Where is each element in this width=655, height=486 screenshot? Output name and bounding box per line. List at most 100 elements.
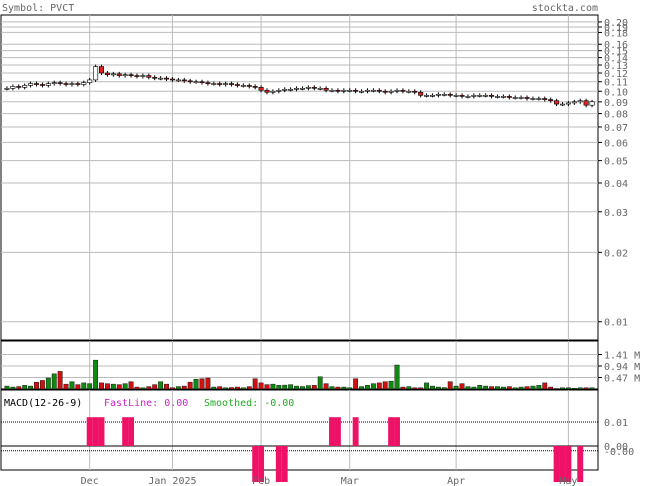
candle-body (28, 83, 34, 86)
candle-body (323, 88, 329, 91)
candle-body (39, 84, 45, 86)
candle-body (542, 98, 548, 100)
volume-bar (205, 377, 211, 390)
volume-bar (305, 385, 311, 390)
candle-body (16, 86, 22, 88)
candle-body (335, 89, 341, 92)
volume-bar (506, 386, 512, 390)
volume-bar (465, 386, 471, 390)
macd-hist-bar (86, 417, 93, 446)
candle-body (418, 91, 424, 96)
volume-bar (116, 384, 122, 390)
volume-bar (51, 373, 57, 390)
price-tick-label: 0.04 (604, 179, 628, 190)
volume-bar (128, 381, 134, 390)
volume-bar (199, 378, 205, 390)
price-tick-label: 0.15 (604, 47, 628, 58)
volume-bar (187, 381, 193, 390)
volume-bar (370, 383, 376, 390)
volume-bar (577, 387, 583, 390)
volume-bar (512, 387, 518, 390)
volume-bar (329, 386, 335, 390)
volume-bar (323, 383, 329, 390)
x-axis-label: Dec (81, 476, 99, 486)
volume-bar (430, 385, 435, 390)
candle-body (223, 83, 229, 85)
volume-bar (359, 386, 364, 390)
price-tick-label: 0.03 (604, 208, 628, 219)
macd-tick-label: 0.01 (604, 418, 628, 429)
price-tick-label: 0.18 (604, 28, 628, 39)
candle-body (406, 90, 412, 93)
candle-body (400, 89, 406, 92)
price-tick-label: 0.12 (604, 69, 628, 80)
volume-bar (335, 386, 341, 390)
macd-title: MACD(12-26-9) (4, 398, 82, 409)
candle-body (229, 83, 235, 85)
candle-body (554, 100, 560, 105)
candle-body (571, 101, 577, 104)
candle-body (317, 88, 323, 90)
volume-bar (63, 383, 69, 390)
macd-hist-bar (565, 446, 572, 482)
volume-bar (548, 386, 554, 390)
candle-body (583, 100, 589, 106)
macd-hist-bar (98, 417, 105, 446)
candle-body (441, 94, 447, 96)
volume-bar (418, 387, 424, 390)
candle-body (57, 82, 63, 84)
candle-body (33, 83, 40, 85)
candle-body (45, 83, 51, 86)
candle-body (152, 76, 158, 79)
candle-body (453, 95, 459, 97)
macd-axis-ticks: 0.01 0.00-0.00 (604, 418, 634, 458)
volume-bar (536, 385, 542, 390)
candle-body (175, 79, 181, 82)
volume-bar (28, 385, 34, 390)
candle-body (181, 79, 187, 82)
candle-body (270, 90, 276, 93)
candle-body (347, 89, 353, 92)
candle-body (246, 85, 252, 87)
candle-body (447, 94, 453, 96)
candle-body (364, 89, 370, 92)
volume-bar (122, 383, 128, 390)
volume-bar (412, 387, 418, 390)
macd-hist-bar (92, 417, 99, 446)
site-label: stockta.com (532, 3, 598, 14)
volume-bar (75, 384, 81, 390)
volume-bar (589, 387, 595, 390)
volume-bar (424, 382, 429, 390)
volume-bar (500, 386, 506, 390)
macd-hist-bar (329, 417, 335, 446)
candle-body (559, 103, 566, 106)
candle-body (158, 77, 164, 80)
candle-body (276, 89, 282, 92)
volume-bar (565, 387, 571, 390)
volume-bar (524, 386, 530, 390)
macd-hist-bar (252, 446, 259, 482)
volume-bar (282, 384, 288, 390)
candle-body (589, 101, 595, 106)
volume-bar (87, 383, 93, 390)
macd-fastline-label: FastLine: 0.00 (104, 398, 188, 409)
candle-body (187, 80, 193, 83)
volume-tick-label: 0.94 M (604, 362, 640, 373)
volume-bar (583, 387, 589, 390)
volume-axis-ticks: 1.41 M0.94 M0.47 M (598, 351, 640, 385)
x-axis-label: Feb (252, 476, 270, 486)
volume-bar (388, 380, 394, 390)
candle-body (69, 83, 75, 85)
candle-body (110, 73, 116, 76)
candlesticks (4, 64, 595, 108)
candle-body (4, 88, 10, 90)
volume-bar (530, 385, 536, 390)
volume-bars (4, 359, 595, 390)
volume-bar (235, 386, 240, 390)
volume-bar (229, 387, 234, 390)
candle-body (388, 90, 394, 93)
volume-bar (264, 384, 270, 390)
candle-body (500, 96, 506, 98)
candle-body (424, 95, 430, 97)
